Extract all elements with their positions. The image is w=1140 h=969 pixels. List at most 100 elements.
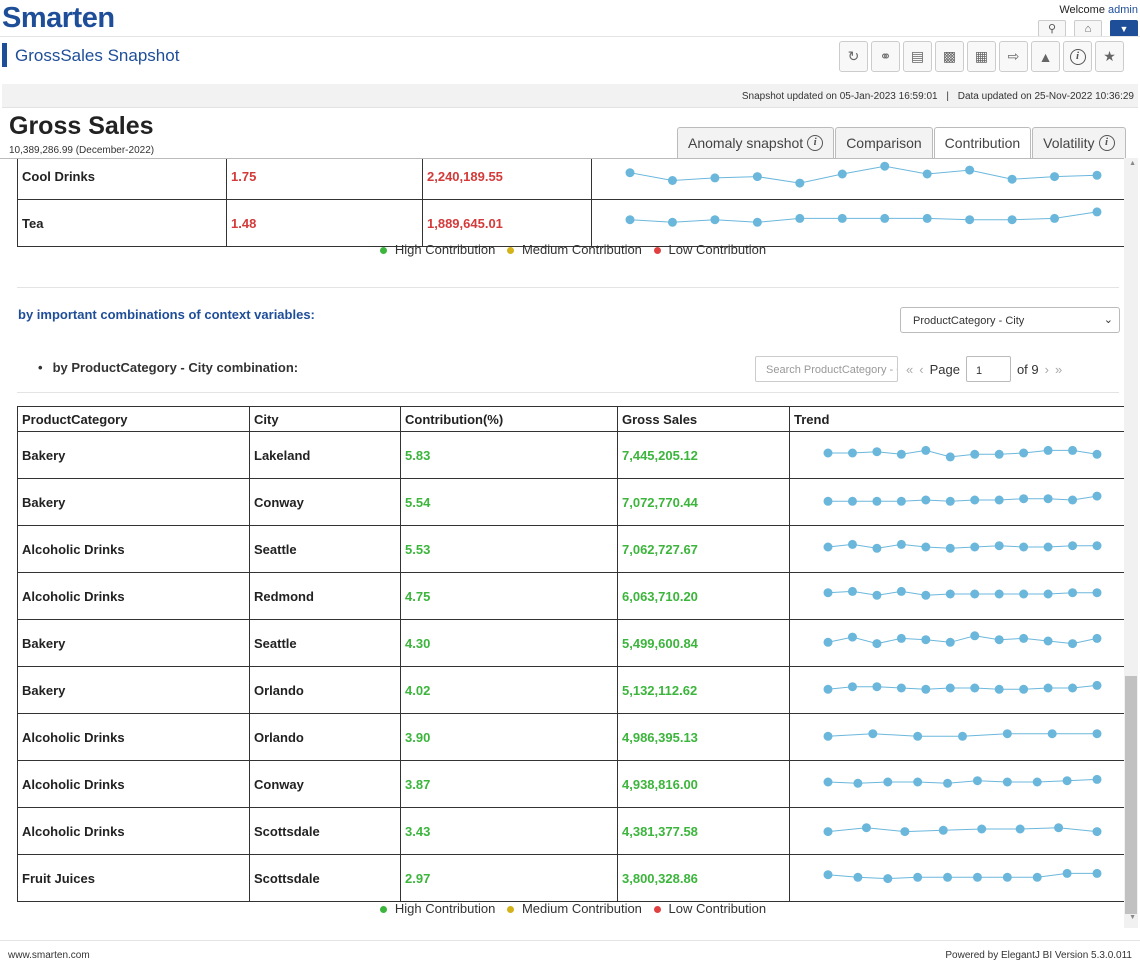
- trend-point[interactable]: [837, 213, 847, 223]
- trend-point[interactable]: [945, 543, 955, 553]
- trend-point[interactable]: [795, 213, 805, 223]
- trend-point[interactable]: [853, 778, 863, 788]
- trend-point[interactable]: [1092, 449, 1102, 459]
- trend-point[interactable]: [872, 590, 882, 600]
- trend-point[interactable]: [1043, 683, 1053, 693]
- trend-point[interactable]: [1007, 174, 1017, 184]
- trend-point[interactable]: [823, 827, 833, 837]
- trend-point[interactable]: [1007, 215, 1017, 225]
- trend-point[interactable]: [896, 586, 906, 596]
- trend-point[interactable]: [921, 445, 931, 455]
- trend-point[interactable]: [1092, 541, 1102, 551]
- trend-point[interactable]: [795, 178, 805, 188]
- trend-point[interactable]: [994, 589, 1004, 599]
- trend-point[interactable]: [1019, 448, 1029, 458]
- trend-sparkline[interactable]: [794, 526, 1123, 572]
- trend-point[interactable]: [994, 635, 1004, 645]
- trend-point[interactable]: [667, 176, 677, 185]
- trend-point[interactable]: [823, 588, 833, 598]
- share-link-button[interactable]: ⚭: [871, 41, 900, 72]
- trend-point[interactable]: [1068, 445, 1078, 455]
- scroll-down-icon[interactable]: ▼: [1129, 914, 1136, 921]
- trend-point[interactable]: [945, 496, 955, 506]
- trend-point[interactable]: [837, 169, 847, 179]
- trend-point[interactable]: [921, 635, 931, 645]
- trend-point[interactable]: [1019, 494, 1029, 504]
- trend-point[interactable]: [943, 872, 953, 882]
- trend-point[interactable]: [1092, 491, 1102, 501]
- scrollbar-thumb[interactable]: [1125, 676, 1137, 914]
- trend-point[interactable]: [1092, 680, 1102, 690]
- trend-point[interactable]: [752, 172, 762, 182]
- trend-point[interactable]: [883, 874, 893, 884]
- trend-point[interactable]: [872, 639, 882, 649]
- smarten-logo[interactable]: Smarten: [2, 2, 115, 34]
- trend-sparkline[interactable]: [794, 714, 1123, 760]
- trend-point[interactable]: [970, 449, 980, 459]
- column-header-gross-sales[interactable]: Gross Sales: [617, 406, 790, 432]
- trend-point[interactable]: [1092, 633, 1102, 643]
- trend-point[interactable]: [847, 539, 857, 549]
- footer-website-link[interactable]: www.smarten.com: [8, 950, 90, 961]
- trend-point[interactable]: [994, 495, 1004, 505]
- trend-point[interactable]: [880, 161, 890, 171]
- trend-sparkline[interactable]: [794, 667, 1123, 713]
- save-button[interactable]: ▤: [903, 41, 932, 72]
- trend-sparkline[interactable]: [794, 855, 1123, 901]
- trend-point[interactable]: [1043, 494, 1053, 504]
- info-button[interactable]: i: [1063, 41, 1092, 72]
- trend-point[interactable]: [880, 213, 890, 223]
- trend-point[interactable]: [1062, 868, 1072, 878]
- trend-point[interactable]: [945, 637, 955, 647]
- trend-point[interactable]: [970, 631, 980, 641]
- trend-point[interactable]: [847, 496, 857, 506]
- trend-point[interactable]: [823, 684, 833, 694]
- trend-point[interactable]: [896, 633, 906, 643]
- trend-point[interactable]: [994, 541, 1004, 551]
- trend-point[interactable]: [1092, 729, 1102, 739]
- next-page-icon[interactable]: ›: [1044, 361, 1049, 377]
- trend-point[interactable]: [1068, 495, 1078, 505]
- search-button[interactable]: ⚲: [1038, 20, 1066, 37]
- search-input[interactable]: Search ProductCategory - City: [755, 356, 898, 382]
- trend-point[interactable]: [823, 637, 833, 647]
- trend-point[interactable]: [900, 827, 910, 837]
- trend-sparkline[interactable]: [596, 158, 1123, 199]
- trend-point[interactable]: [823, 448, 833, 458]
- trend-point[interactable]: [1050, 172, 1060, 182]
- trend-point[interactable]: [667, 217, 677, 227]
- alert-button[interactable]: ▲: [1031, 41, 1060, 72]
- tag-button[interactable]: ★: [1095, 41, 1124, 72]
- trend-point[interactable]: [958, 731, 967, 741]
- trend-point[interactable]: [1002, 872, 1012, 882]
- trend-point[interactable]: [625, 168, 635, 178]
- trend-point[interactable]: [994, 684, 1004, 694]
- trend-sparkline[interactable]: [794, 432, 1123, 478]
- column-header-productcategory[interactable]: ProductCategory: [17, 406, 250, 432]
- trend-sparkline[interactable]: [794, 620, 1123, 666]
- trend-point[interactable]: [1043, 589, 1053, 599]
- scroll-up-icon[interactable]: ▲: [1129, 160, 1136, 167]
- tab-anomaly-snapshot[interactable]: Anomaly snapshot i: [677, 127, 835, 158]
- trend-point[interactable]: [1068, 639, 1078, 649]
- trend-point[interactable]: [977, 824, 987, 834]
- trend-point[interactable]: [921, 684, 931, 694]
- trend-point[interactable]: [1092, 588, 1102, 598]
- trend-point[interactable]: [970, 542, 980, 552]
- trend-point[interactable]: [921, 495, 931, 505]
- save-as-button[interactable]: ▩: [935, 41, 964, 72]
- tab-volatility[interactable]: Volatility i: [1032, 127, 1126, 158]
- info-icon[interactable]: i: [807, 135, 824, 151]
- trend-point[interactable]: [823, 496, 833, 506]
- info-icon[interactable]: i: [1098, 135, 1115, 151]
- trend-point[interactable]: [970, 495, 980, 505]
- trend-point[interactable]: [994, 449, 1004, 459]
- trend-point[interactable]: [1002, 729, 1012, 739]
- trend-point[interactable]: [945, 683, 955, 693]
- trend-point[interactable]: [913, 777, 923, 787]
- trend-point[interactable]: [1032, 777, 1042, 787]
- trend-point[interactable]: [1092, 774, 1102, 784]
- trend-point[interactable]: [1019, 589, 1029, 599]
- trend-point[interactable]: [1092, 868, 1102, 878]
- page-number-input[interactable]: 1: [965, 356, 1011, 382]
